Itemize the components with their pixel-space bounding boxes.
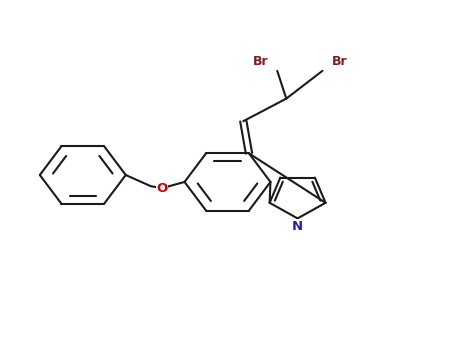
Text: O: O: [157, 182, 167, 195]
Text: Br: Br: [332, 55, 347, 68]
Text: N: N: [292, 220, 303, 233]
Text: Br: Br: [253, 55, 268, 68]
